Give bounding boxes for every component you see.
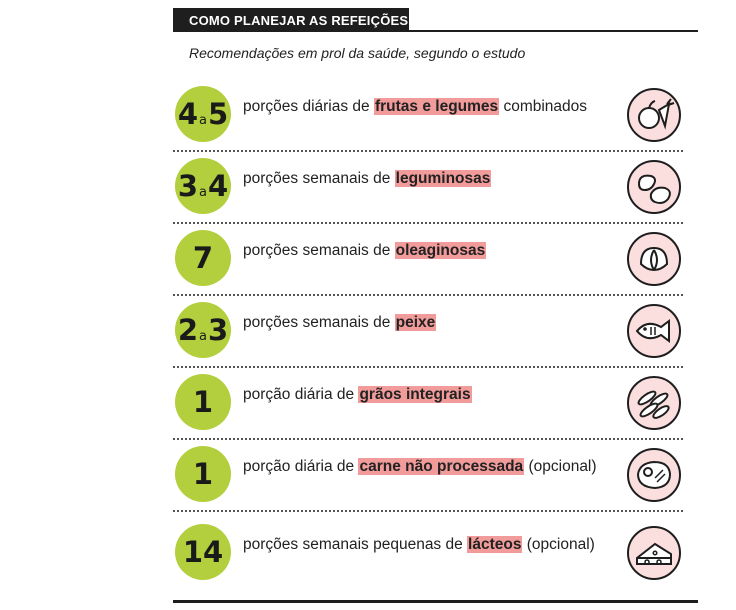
- quantity-badge: 2 a 3: [175, 302, 231, 358]
- quantity-badge: 14: [175, 524, 231, 580]
- row-divider: [173, 150, 683, 152]
- item-description: porção diária de grãos integrais: [243, 386, 472, 403]
- beans-icon: [627, 160, 681, 214]
- item-description: porções semanais pequenas de lácteos (op…: [243, 536, 595, 553]
- header-title: COMO PLANEJAR AS REFEIÇÕES: [189, 13, 409, 28]
- list-item: 14 porções semanais pequenas de lácteos …: [173, 518, 683, 590]
- item-description: porções semanais de leguminosas: [243, 170, 492, 187]
- bottom-rule: [173, 600, 698, 603]
- steak-icon: [627, 448, 681, 502]
- item-description: porções semanais de oleaginosas: [243, 242, 487, 259]
- section-header: COMO PLANEJAR AS REFEIÇÕES: [173, 8, 698, 32]
- cheese-icon: [627, 526, 681, 580]
- list-item: 2 a 3 porções semanais de peixe: [173, 296, 683, 368]
- grains-icon: [627, 376, 681, 430]
- list-item: 1 porção diária de carne não processada …: [173, 440, 683, 512]
- nut-icon: [627, 232, 681, 286]
- header-rule: [173, 30, 698, 32]
- row-divider: [173, 222, 683, 224]
- list-item: 7 porções semanais de oleaginosas: [173, 224, 683, 296]
- list-item: 3 a 4 porções semanais de leguminosas: [173, 152, 683, 224]
- row-divider: [173, 438, 683, 440]
- row-divider: [173, 366, 683, 368]
- list-item: 4 a 5 porções diárias de frutas e legume…: [173, 80, 683, 152]
- item-description: porções diárias de frutas e legumes comb…: [243, 98, 588, 115]
- quantity-badge: 3 a 4: [175, 158, 231, 214]
- quantity-badge: 1: [175, 374, 231, 430]
- row-divider: [173, 294, 683, 296]
- fruits-vegetables-icon: [627, 88, 681, 142]
- list-item: 1 porção diária de grãos integrais: [173, 368, 683, 440]
- row-divider: [173, 510, 683, 512]
- quantity-badge: 1: [175, 446, 231, 502]
- item-description: porções semanais de peixe: [243, 314, 437, 331]
- header-tab: COMO PLANEJAR AS REFEIÇÕES: [173, 8, 409, 31]
- subtitle: Recomendações em prol da saúde, segundo …: [189, 45, 526, 61]
- quantity-badge: 4 a 5: [175, 86, 231, 142]
- fish-icon: [627, 304, 681, 358]
- quantity-badge: 7: [175, 230, 231, 286]
- item-description: porção diária de carne não processada (o…: [243, 458, 597, 475]
